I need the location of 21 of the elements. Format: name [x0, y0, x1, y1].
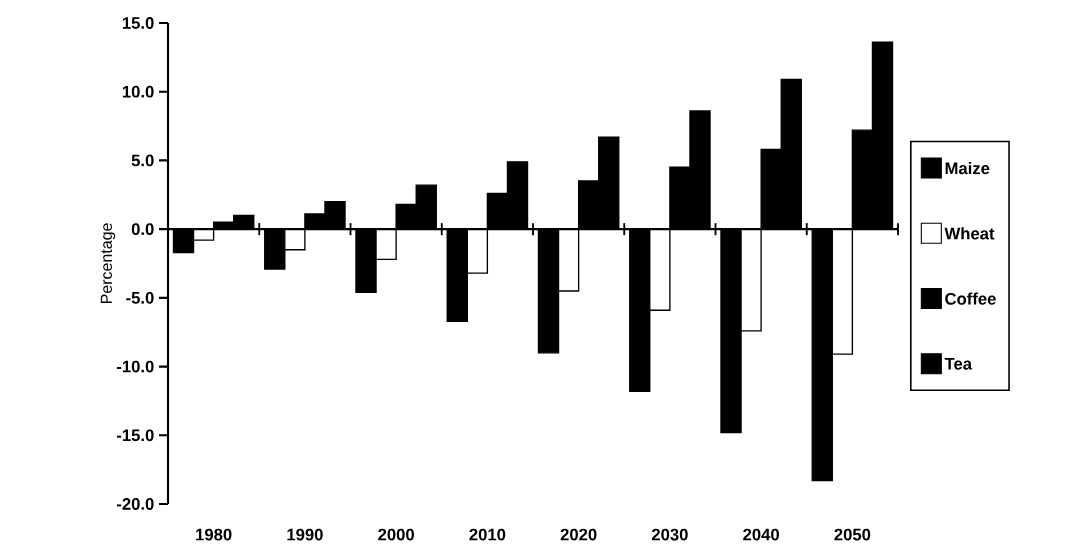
y-tick-label: -20.0: [116, 498, 154, 510]
y-tick-label: -15.0: [116, 429, 154, 442]
legend-label: Wheat: [944, 227, 995, 240]
x-tick-label: 1990: [287, 528, 323, 541]
y-tick-label: -10.0: [116, 360, 154, 373]
legend-label: Maize: [945, 161, 990, 175]
y-tick-label: -5.0: [126, 291, 154, 304]
y-tick-label: 5.0: [131, 154, 154, 167]
x-tick-label: 2040: [743, 528, 779, 541]
x-tick-label: 2030: [651, 528, 688, 541]
y-tick-label: 10.0: [122, 85, 154, 98]
y-tick-label: 15.0: [122, 17, 154, 29]
x-tick-label: 1980: [196, 528, 232, 541]
x-tick-label: 2020: [560, 528, 597, 541]
y-tick-label: 0.0: [131, 223, 154, 236]
y-axis-title: Percentage: [100, 223, 116, 304]
legend-label: Coffee: [945, 292, 996, 305]
legend-label: Tea: [944, 358, 973, 370]
x-tick-label: 2010: [469, 528, 506, 541]
x-tick-label: 2050: [834, 528, 871, 541]
x-tick-label: 2000: [378, 528, 414, 541]
